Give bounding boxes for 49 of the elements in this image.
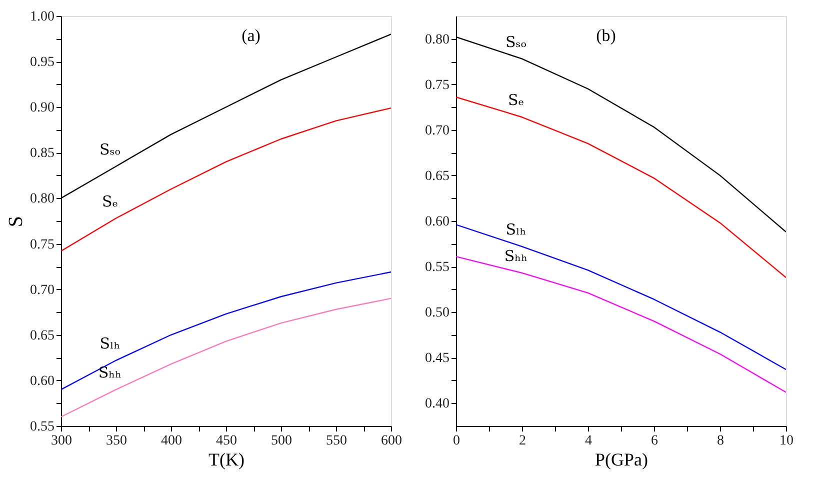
line-series [456,224,786,370]
x-tick-label: 500 [271,434,292,448]
x-tick-label: 300 [51,434,72,448]
y-axis-title: S [5,216,27,228]
series-label: Sₛₒ [99,140,121,158]
x-tick-label: 400 [161,434,182,448]
y-tick-label: 0.55 [425,260,450,276]
y-tick-label: 0.95 [30,55,54,70]
y-tick-label: 0.85 [30,146,54,162]
series-label: Sₕₕ [504,246,528,265]
y-tick-label: 0.90 [30,100,54,116]
y-tick-label: 1.00 [30,10,54,24]
series-label: Sₕₕ [98,364,122,382]
series-label: Sₑ [102,192,118,210]
series-label: Sₗₕ [506,220,526,239]
x-axis-title: P(GPa) [595,450,648,470]
y-tick-label: 0.70 [30,282,54,298]
y-tick-label: 0.70 [425,123,450,138]
y-tick-label: 0.80 [425,32,450,48]
x-tick-label: 4 [585,434,592,448]
x-tick-label: 10 [780,434,794,448]
y-tick-label: 0.45 [425,351,450,366]
series-label: Sₛₒ [505,32,527,51]
y-tick-label: 0.60 [30,374,54,389]
y-tick-label: 0.65 [425,168,450,184]
line-series [61,298,391,418]
y-tick-label: 0.65 [30,328,54,344]
line-series [61,107,391,252]
y-tick-label: 0.50 [425,306,450,321]
x-tick-label: 350 [106,434,127,448]
y-tick-label: 0.80 [30,192,54,207]
x-tick-label: 600 [381,434,402,448]
y-tick-label: 0.75 [30,237,54,252]
y-tick-label: 0.40 [425,396,450,412]
y-tick-label: 0.75 [425,78,450,93]
x-tick-label: 2 [519,434,526,448]
series-label: Sₑ [508,91,524,110]
x-tick-label: 0 [453,434,460,448]
annotation: (b) [596,26,616,45]
x-tick-label: 8 [717,434,724,448]
x-axis-title: T(K) [208,450,244,470]
line-series [61,271,391,390]
annotation: (a) [242,26,260,45]
y-tick-label: 0.60 [425,214,450,230]
series-label: Sₗₕ [100,334,120,352]
y-tick-label: 0.55 [30,420,54,434]
x-tick-label: 450 [216,434,237,448]
x-tick-label: 6 [651,434,658,448]
x-tick-label: 550 [326,434,347,448]
